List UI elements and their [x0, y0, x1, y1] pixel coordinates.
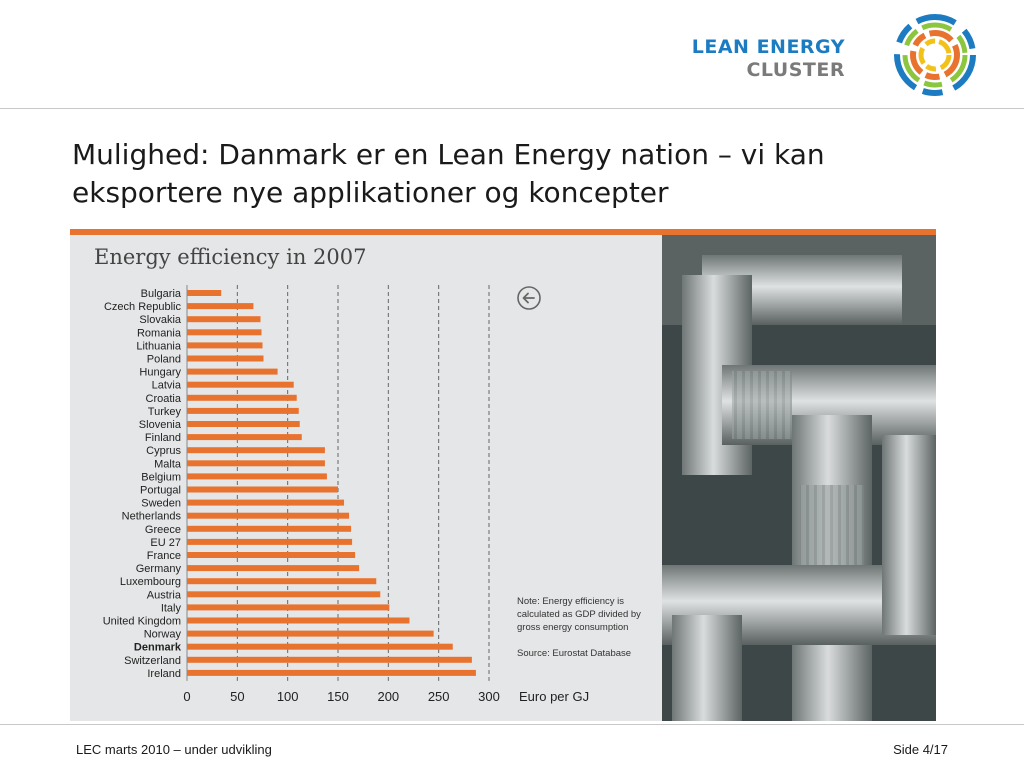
bar-austria — [187, 591, 381, 598]
chart-panel: Energy efficiency in 2007 Bulgaria Czech … — [70, 235, 662, 721]
figure-accent-bar — [70, 229, 936, 235]
bar-bulgaria — [187, 290, 222, 296]
category-label: Netherlands — [122, 511, 182, 523]
bar-italy — [187, 604, 390, 611]
category-label: Malta — [154, 458, 182, 470]
bar-latvia — [187, 381, 294, 388]
bar-france — [187, 552, 356, 558]
x-tick-label: 100 — [277, 689, 299, 704]
bar-luxembourg — [187, 578, 377, 585]
category-label: Austria — [147, 589, 182, 601]
pipes-illustration — [662, 235, 936, 721]
category-label: United Kingdom — [103, 616, 181, 628]
bar-switzerland — [187, 656, 472, 663]
bar-norway — [187, 630, 434, 637]
bar-czech-republic — [187, 303, 254, 310]
x-tick-label: 150 — [327, 689, 349, 704]
bar-denmark — [187, 643, 453, 650]
category-label: Romania — [137, 327, 182, 339]
bar-turkey — [187, 407, 299, 414]
bar-slovakia — [187, 316, 261, 323]
category-label: Greece — [145, 524, 181, 536]
category-label: Finland — [145, 432, 181, 444]
category-label: Slovakia — [139, 314, 181, 326]
page-number: Side 4/17 — [893, 742, 948, 757]
bar-lithuania — [187, 342, 263, 349]
category-label: Bulgaria — [141, 288, 182, 300]
bar-netherlands — [187, 512, 350, 519]
category-label: Croatia — [146, 393, 182, 405]
industrial-pipes-photo — [662, 235, 936, 721]
category-label: Ireland — [147, 668, 181, 680]
category-label: France — [147, 550, 181, 562]
figure: Energy efficiency in 2007 Bulgaria Czech … — [70, 229, 936, 721]
category-label: Switzerland — [124, 655, 181, 667]
chart-source: Source: Eurostat Database — [517, 648, 632, 659]
bar-ireland — [187, 669, 476, 676]
slide-title: Mulighed: Danmark er en Lean Energy nati… — [72, 138, 825, 209]
bar-slovenia — [187, 421, 300, 427]
x-tick-label: 200 — [377, 689, 399, 704]
category-label: Denmark — [134, 642, 182, 654]
bar-united-kingdom — [187, 617, 410, 624]
chart-title: Energy efficiency in 2007 — [94, 245, 367, 269]
lean-energy-cluster-logo: LEAN ENERGY CLUSTER — [692, 8, 990, 100]
bar-malta — [187, 460, 325, 467]
category-label: Hungary — [139, 367, 181, 379]
bar-romania — [187, 329, 262, 336]
header-divider — [0, 108, 1024, 109]
category-label: Portugal — [140, 485, 181, 497]
category-label: Belgium — [141, 471, 181, 483]
bar-sweden — [187, 499, 345, 506]
category-label: Luxembourg — [120, 576, 181, 588]
category-label: Lithuania — [136, 340, 182, 352]
bar-greece — [187, 525, 352, 532]
logo-text-lean-energy: LEAN ENERGY — [691, 36, 845, 58]
chart-note: Note: Energy efficiency is calculated as… — [517, 596, 641, 633]
bar-belgium — [187, 473, 327, 480]
category-label: Italy — [161, 602, 182, 614]
bar-hungary — [187, 368, 278, 375]
category-label: Slovenia — [139, 419, 182, 431]
x-tick-label: 0 — [183, 689, 190, 704]
x-tick-label: 300 — [478, 689, 500, 704]
footer-divider — [0, 724, 1024, 725]
category-label: Germany — [136, 563, 182, 575]
category-label: Cyprus — [146, 445, 181, 457]
category-label: Czech Republic — [104, 301, 182, 313]
bar-cyprus — [187, 447, 325, 454]
bar-poland — [187, 355, 264, 362]
logo-ring-icon — [894, 14, 976, 96]
bar-germany — [187, 565, 360, 572]
category-label: Poland — [147, 354, 181, 366]
footer-caption: LEC marts 2010 – under udvikling — [76, 742, 272, 757]
category-label: Sweden — [141, 498, 181, 510]
x-axis-label: Euro per GJ — [519, 689, 589, 704]
bar-portugal — [187, 486, 338, 493]
category-label: Latvia — [152, 380, 182, 392]
x-tick-label: 50 — [230, 689, 244, 704]
back-arrow-icon[interactable] — [516, 285, 542, 311]
category-label: EU 27 — [150, 537, 181, 549]
logo-text-cluster: CLUSTER — [746, 59, 845, 81]
category-label: Turkey — [148, 406, 182, 418]
bar-eu-27 — [187, 538, 353, 545]
bar-croatia — [187, 394, 297, 401]
bar-finland — [187, 434, 302, 441]
x-tick-label: 250 — [428, 689, 450, 704]
category-label: Norway — [144, 629, 182, 641]
